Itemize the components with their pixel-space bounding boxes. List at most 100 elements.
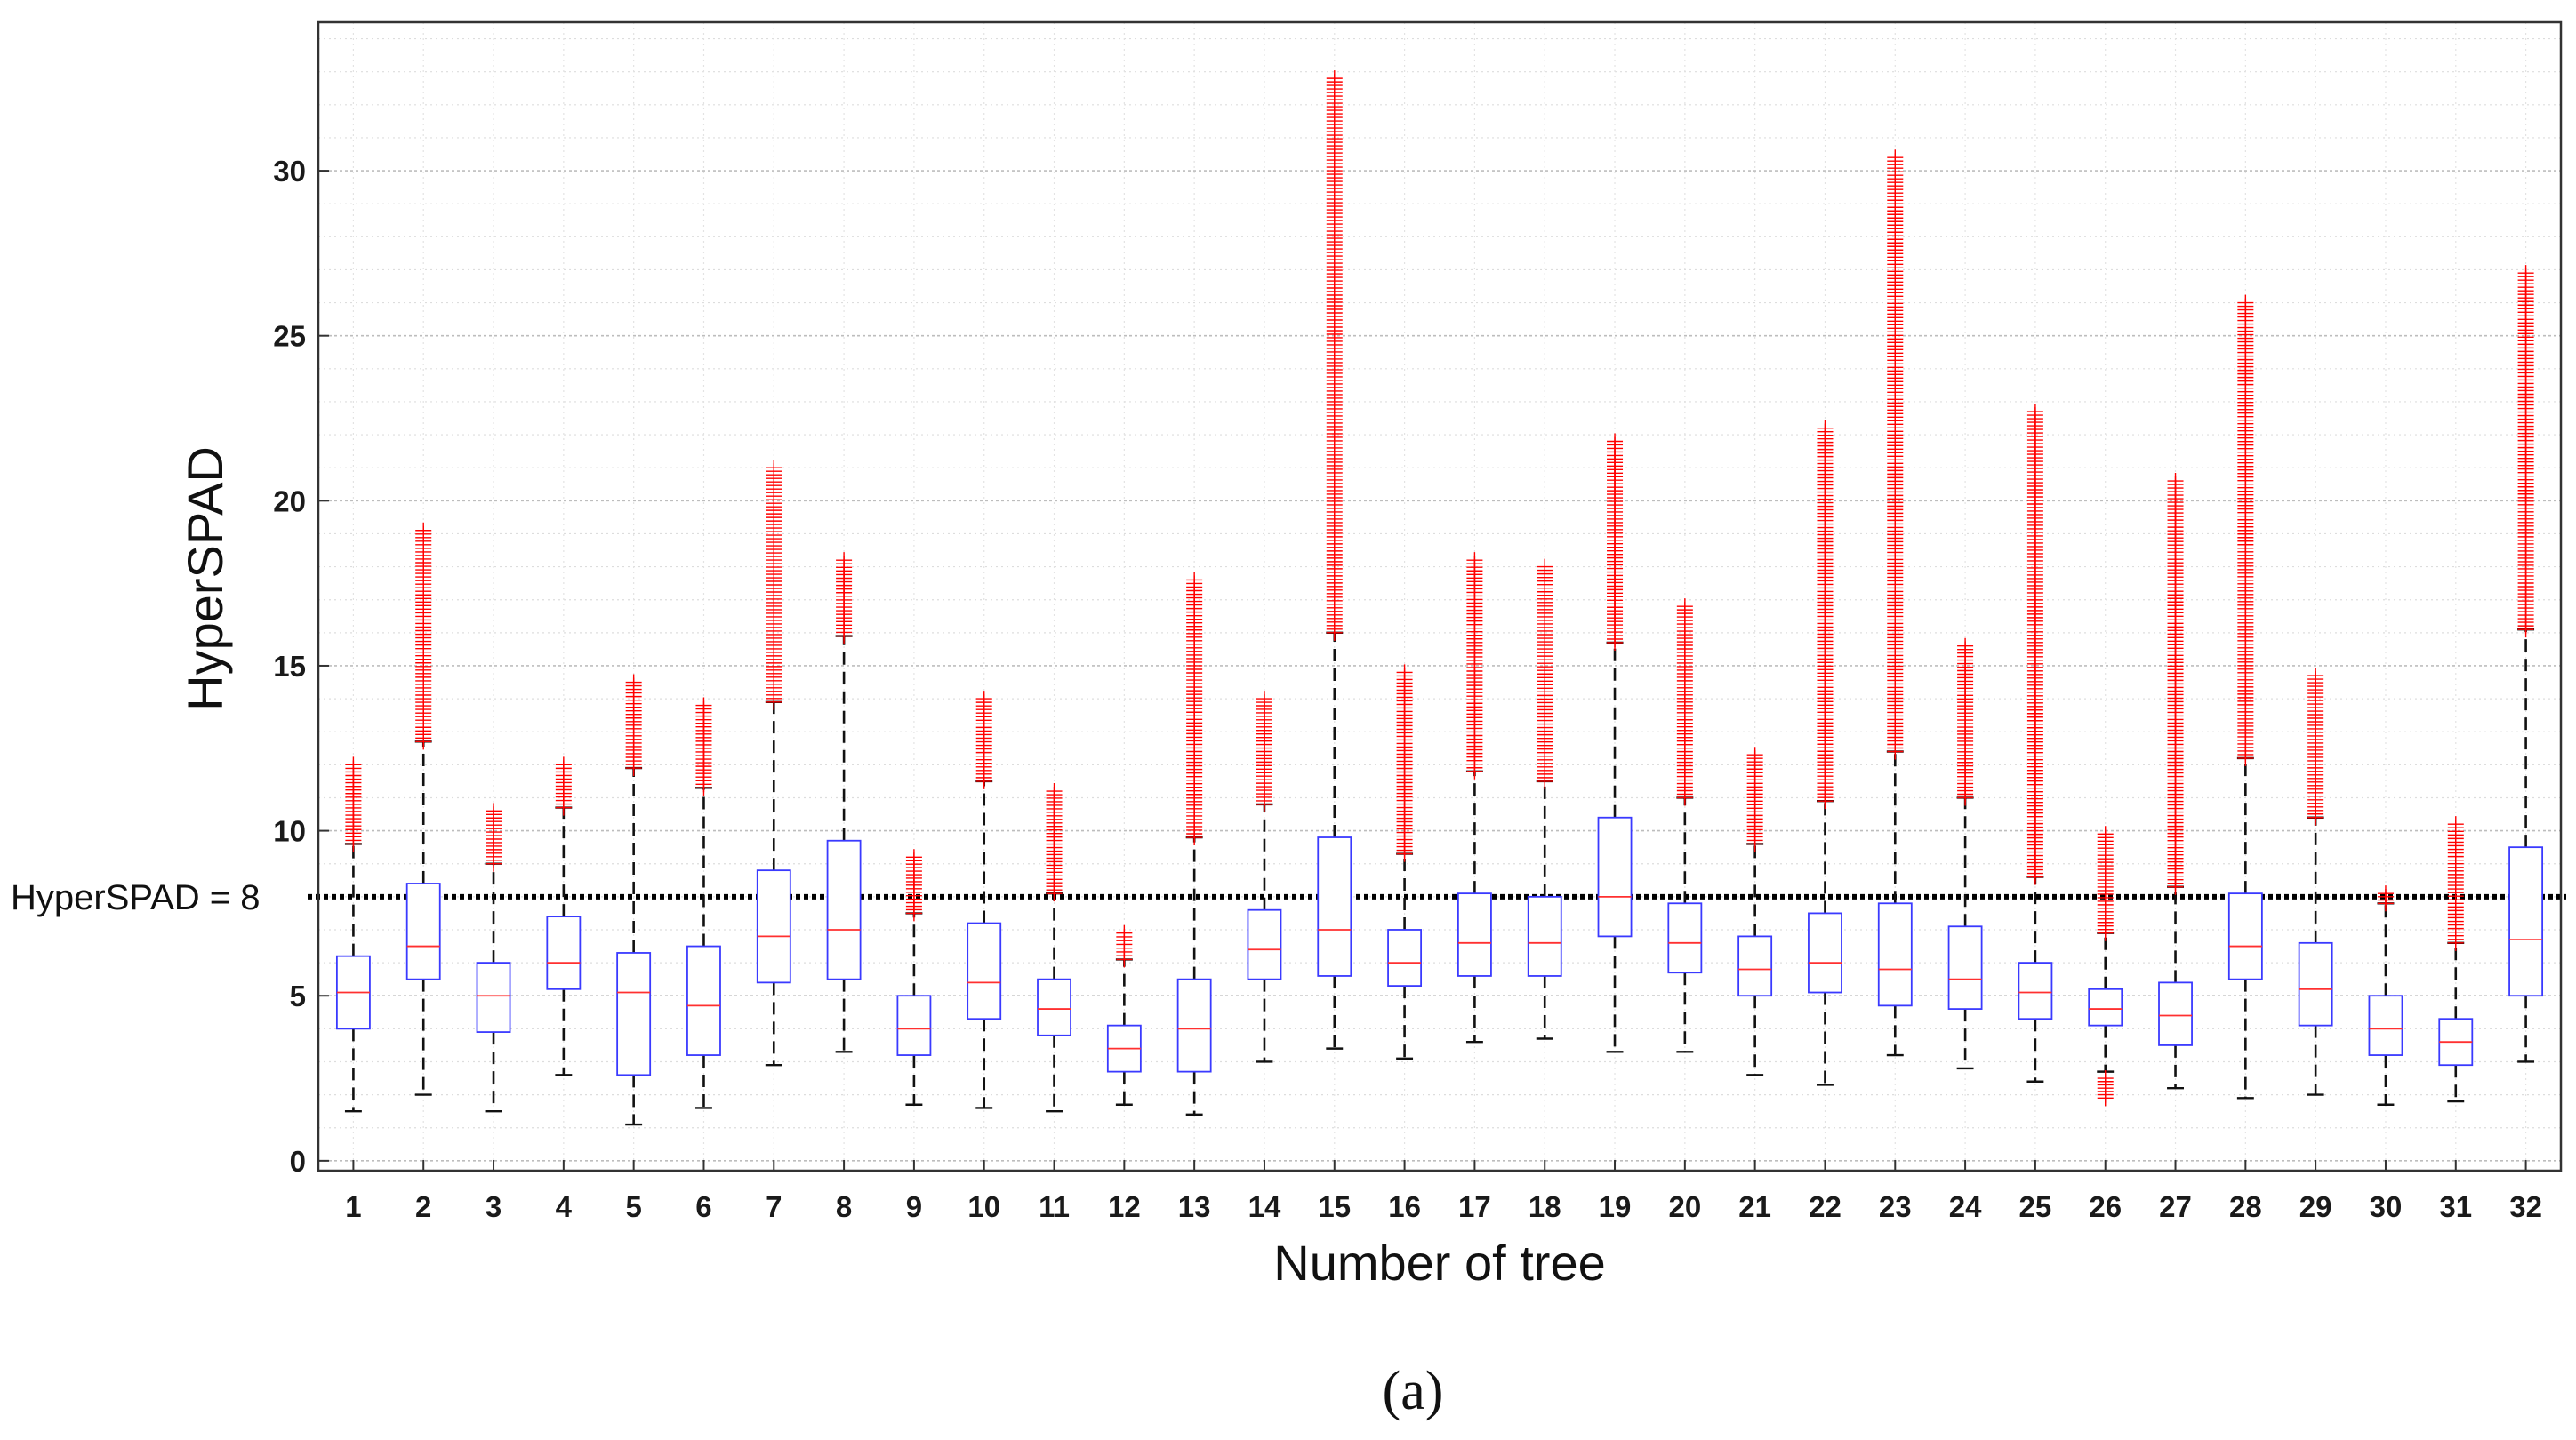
- outlier-marker: [486, 855, 502, 872]
- outlier-marker: [1326, 624, 1343, 641]
- iqr-box: [616, 952, 652, 1076]
- outlier-marker: [345, 836, 362, 852]
- box-tree-13: [1176, 572, 1212, 1116]
- x-tick-label: 30: [2370, 1190, 2403, 1223]
- outlier-marker: [1537, 772, 1553, 789]
- outlier-marker: [695, 780, 712, 796]
- iqr-box: [1176, 978, 1212, 1073]
- iqr-box: [1457, 892, 1492, 977]
- y-tick-label: 25: [273, 320, 306, 353]
- x-tick-label: 11: [1039, 1190, 1070, 1223]
- iqr-box: [686, 945, 721, 1056]
- x-tick-label: 16: [1388, 1190, 1421, 1223]
- x-tick-label: 27: [2159, 1190, 2192, 1223]
- x-tick-label: 32: [2509, 1190, 2542, 1223]
- x-tick-label: 13: [1178, 1190, 1211, 1223]
- box-tree-24: [1947, 637, 1983, 1070]
- outlier-marker: [2447, 934, 2464, 951]
- boxes: [335, 70, 2544, 1126]
- x-tick-label: 25: [2019, 1190, 2052, 1223]
- iqr-box: [2088, 988, 2123, 1027]
- outlier-marker: [555, 799, 572, 816]
- outlier-marker: [836, 628, 853, 644]
- box-tree-16: [1387, 664, 1423, 1060]
- box-tree-19: [1597, 433, 1633, 1053]
- x-tick-label: 10: [967, 1190, 1000, 1223]
- outlier-marker: [1607, 634, 1624, 651]
- y-tick-label: 0: [290, 1145, 306, 1178]
- y-tick-label: 30: [273, 155, 306, 188]
- outlier-marker: [2097, 1090, 2114, 1107]
- iqr-box: [1877, 902, 1913, 1007]
- iqr-box: [2298, 941, 2333, 1027]
- outlier-marker: [2237, 749, 2254, 766]
- outlier-marker: [1746, 836, 1763, 852]
- box-tree-2: [405, 522, 441, 1096]
- outlier-marker: [2307, 809, 2324, 826]
- outlier-marker: [1466, 763, 1483, 780]
- outlier-marker: [2377, 895, 2394, 912]
- box-tree-20: [1667, 598, 1703, 1053]
- outlier-marker: [1186, 829, 1203, 846]
- box-tree-28: [2227, 294, 2263, 1100]
- x-tick-label: 28: [2229, 1190, 2262, 1223]
- y-axis-title: HyperSPAD: [177, 446, 233, 711]
- iqr-box: [2227, 892, 2263, 980]
- x-tick-label: 19: [1599, 1190, 1632, 1223]
- x-tick-label: 24: [1949, 1190, 1982, 1223]
- outlier-marker: [975, 772, 992, 789]
- outlier-marker: [2097, 924, 2114, 941]
- x-tick-label: 12: [1108, 1190, 1141, 1223]
- outlier-marker: [1676, 789, 1693, 806]
- x-axis-title: Number of tree: [1273, 1235, 1606, 1291]
- y-tick-label: 10: [273, 815, 306, 848]
- reference-line-label: HyperSPAD = 8: [11, 878, 261, 917]
- x-tick-label: 7: [766, 1190, 782, 1223]
- box-tree-31: [2438, 816, 2474, 1103]
- iqr-box: [1947, 925, 1983, 1010]
- box-tree-26: [2088, 826, 2123, 1107]
- x-tick-label: 4: [556, 1190, 573, 1223]
- box-tree-11: [1037, 783, 1071, 1113]
- x-tick-label: 6: [695, 1190, 711, 1223]
- outlier-marker: [1046, 885, 1063, 902]
- iqr-box: [405, 883, 441, 980]
- iqr-box: [476, 962, 511, 1033]
- iqr-box: [967, 922, 1002, 1020]
- x-tick-label: 3: [486, 1190, 502, 1223]
- outlier-marker: [766, 693, 782, 710]
- box-tree-5: [616, 674, 652, 1126]
- iqr-box: [1737, 935, 1773, 997]
- box-tree-30: [2368, 885, 2403, 1106]
- iqr-box: [1317, 836, 1352, 977]
- box-tree-21: [1737, 747, 1773, 1076]
- box-tree-9: [896, 849, 932, 1106]
- y-tick-label: 15: [273, 650, 306, 683]
- outlier-marker: [1817, 793, 1834, 810]
- iqr-box: [1387, 929, 1423, 987]
- iqr-box: [1527, 895, 1562, 977]
- box-tree-27: [2158, 473, 2193, 1090]
- iqr-box: [2158, 981, 2193, 1046]
- x-tick-label: 22: [1809, 1190, 1842, 1223]
- x-tick-label: 5: [625, 1190, 641, 1223]
- x-tick-label: 8: [836, 1190, 852, 1223]
- x-tick-label: 29: [2299, 1190, 2332, 1223]
- x-tick-label: 21: [1738, 1190, 1771, 1223]
- box-tree-1: [335, 756, 371, 1113]
- iqr-box: [1808, 912, 1842, 994]
- x-tick-label: 1: [345, 1190, 361, 1223]
- x-tick-label: 14: [1248, 1190, 1281, 1223]
- iqr-box: [2508, 846, 2544, 997]
- box-tree-25: [2018, 404, 2053, 1083]
- x-tick-label: 18: [1529, 1190, 1561, 1223]
- box-tree-14: [1247, 691, 1282, 1063]
- box-tree-29: [2298, 668, 2333, 1096]
- x-tick-label: 15: [1318, 1190, 1351, 1223]
- outlier-marker: [1116, 951, 1133, 968]
- outlier-marker: [1256, 796, 1272, 812]
- iqr-box: [1247, 908, 1282, 980]
